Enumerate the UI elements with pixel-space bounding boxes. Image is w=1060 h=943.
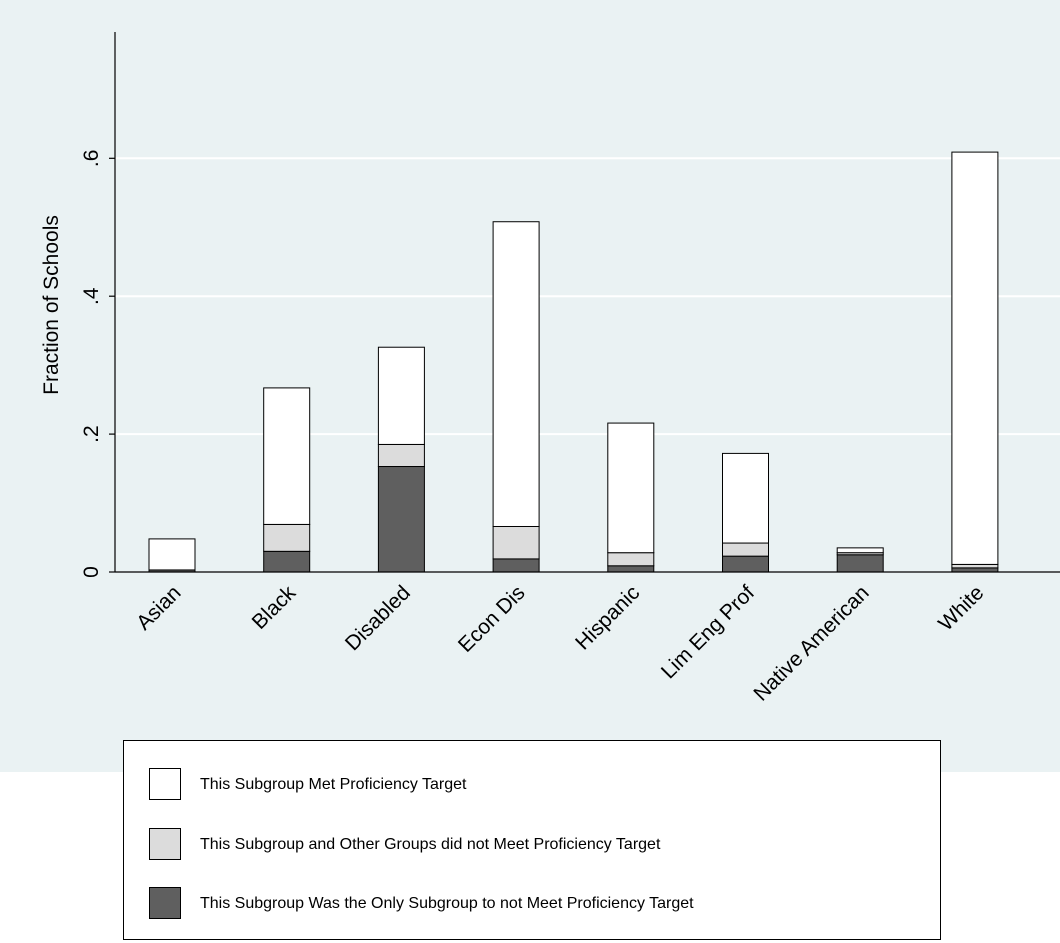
bar-segment xyxy=(607,552,655,567)
bar-segment xyxy=(377,443,425,468)
bar-segment xyxy=(722,452,769,544)
legend-swatch xyxy=(149,828,181,860)
bars xyxy=(148,151,999,573)
legend: This Subgroup Met Proficiency Target This… xyxy=(123,740,941,940)
axes: Asian Black Disabled Econ Dis Hispanic Lim En… xyxy=(80,32,1060,706)
x-tick-label: Asian xyxy=(132,581,185,634)
x-tick-label: White xyxy=(934,581,988,635)
x-tick-label: Disabled xyxy=(341,581,415,655)
bar-segment xyxy=(607,565,655,573)
legend-label: This Subgroup Was the Only Subgroup to n… xyxy=(200,895,694,912)
x-tick-label: Econ Dis xyxy=(454,581,530,657)
y-axis-title: Fraction of Schools xyxy=(40,215,63,395)
legend-swatch xyxy=(149,887,181,919)
bar-segment xyxy=(836,554,884,573)
bar-segment xyxy=(492,221,540,527)
x-tick-label: Native American xyxy=(749,581,873,705)
bar-segment xyxy=(263,523,311,552)
bar-segment xyxy=(492,558,540,573)
bar-segment xyxy=(722,555,769,573)
x-tick-label: Hispanic xyxy=(571,581,644,654)
bar-segment xyxy=(377,346,425,445)
y-tick-label: 0 xyxy=(80,566,103,578)
bar-segment xyxy=(951,567,999,573)
legend-label: This Subgroup Met Proficiency Target xyxy=(200,776,467,793)
bar-segment xyxy=(377,466,425,573)
bar-segment xyxy=(951,563,999,569)
x-tick-label: Black xyxy=(248,581,301,634)
bar-segment xyxy=(263,387,311,525)
bar-segment xyxy=(951,151,999,565)
legend-label: This Subgroup and Other Groups did not M… xyxy=(200,836,661,853)
bar-segment xyxy=(492,525,540,560)
bar-segment xyxy=(722,542,769,557)
y-tick-label: .2 xyxy=(80,425,103,443)
x-tick-label: Lim Eng Prof xyxy=(657,581,759,683)
bar-segment xyxy=(607,422,655,554)
bar-segment xyxy=(148,538,196,571)
y-tick-label: .6 xyxy=(80,150,103,168)
legend-swatch xyxy=(149,768,181,800)
bar-segment xyxy=(836,547,884,554)
grid-lines xyxy=(115,157,1060,436)
y-tick-label: .4 xyxy=(80,287,103,305)
bar-segment xyxy=(263,550,311,573)
